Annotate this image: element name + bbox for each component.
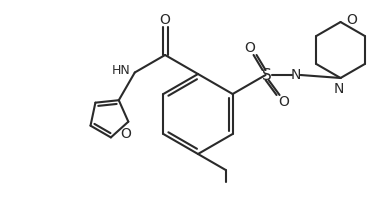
Text: S: S [262,67,272,83]
Text: O: O [244,41,255,55]
Text: O: O [347,13,357,27]
Text: N: N [290,68,301,82]
Text: N: N [333,82,344,96]
Text: O: O [160,13,170,27]
Text: O: O [120,127,131,141]
Text: HN: HN [112,64,131,77]
Text: O: O [278,95,289,109]
